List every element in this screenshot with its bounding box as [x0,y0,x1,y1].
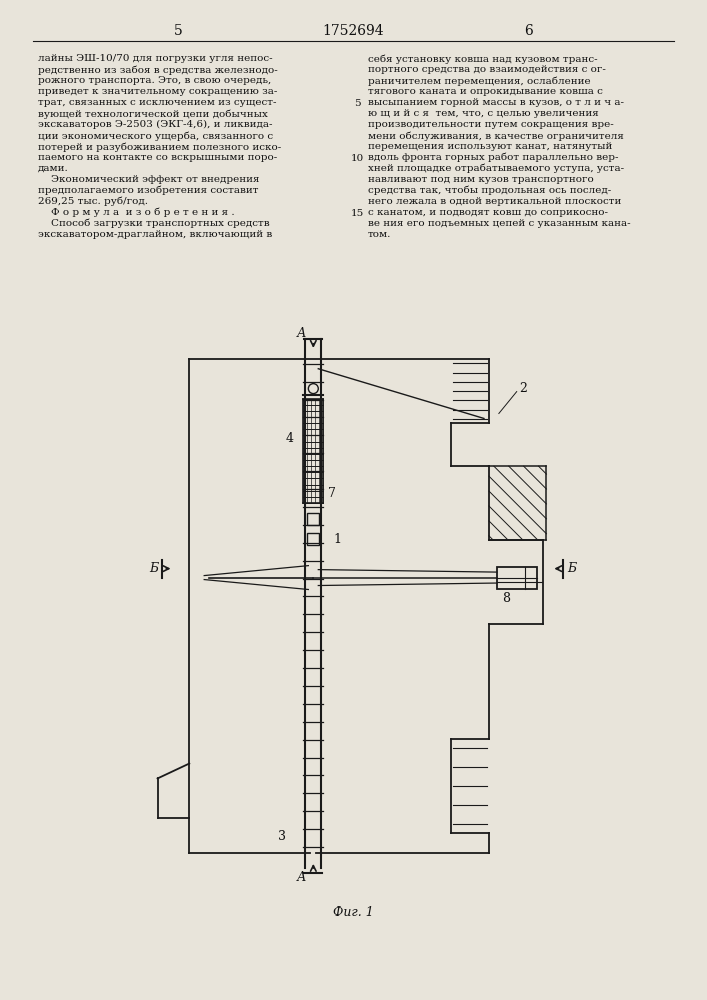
Text: ю щ и й с я  тем, что, с целью увеличения: ю щ и й с я тем, что, с целью увеличения [368,109,599,118]
Text: предполагаемого изобретения составит: предполагаемого изобретения составит [37,186,258,195]
Text: паемого на контакте со вскрышными поро-: паемого на контакте со вскрышными поро- [37,153,276,162]
Text: тягового каната и опрокидывание ковша с: тягового каната и опрокидывание ковша с [368,87,603,96]
Text: раничителем перемещения, ослабление: раничителем перемещения, ослабление [368,76,590,86]
Text: 3: 3 [278,830,286,843]
Text: экскаватором-драглайном, включающий в: экскаватором-драглайном, включающий в [37,230,271,239]
Text: А: А [297,327,306,340]
Text: экскаваторов Э-2503 (ЭКГ-4,6), и ликвида-: экскаваторов Э-2503 (ЭКГ-4,6), и ликвида… [37,120,272,129]
Text: дами.: дами. [37,164,69,173]
Text: 6: 6 [524,24,533,38]
Text: 1752694: 1752694 [322,24,384,38]
Text: том.: том. [368,230,391,239]
Text: него лежала в одной вертикальной плоскости: него лежала в одной вертикальной плоскос… [368,197,621,206]
Text: 8: 8 [502,592,510,605]
Text: 1: 1 [333,533,341,546]
Text: 5: 5 [174,24,183,38]
Bar [497,567,537,589]
Text: Ф о р м у л а  и з о б р е т е н и я .: Ф о р м у л а и з о б р е т е н и я . [37,208,234,217]
Text: производительности путем сокращения вре-: производительности путем сокращения вре- [368,120,614,129]
Text: средства так, чтобы продольная ось послед-: средства так, чтобы продольная ось после… [368,186,611,195]
Text: вдоль фронта горных работ параллельно вер-: вдоль фронта горных работ параллельно ве… [368,153,619,162]
Text: трат, связанных с исключением из сущест-: трат, связанных с исключением из сущест- [37,98,276,107]
Bar [308,513,320,525]
Text: ве ния его подъемных цепей с указанным кана-: ве ния его подъемных цепей с указанным к… [368,219,631,228]
Text: навливают под ним кузов транспортного: навливают под ним кузов транспортного [368,175,594,184]
Text: 7: 7 [328,487,336,500]
Text: Б: Б [149,562,158,575]
Text: лайны ЭШ-10/70 для погрузки угля непос-: лайны ЭШ-10/70 для погрузки угля непос- [37,54,272,63]
Text: Способ загрузки транспортных средств: Способ загрузки транспортных средств [37,219,269,228]
Text: Экономический эффект от внедрения: Экономический эффект от внедрения [37,175,259,184]
Bar [308,533,320,545]
Text: Б: Б [567,562,575,575]
Text: перемещения используют канат, натянутый: перемещения используют канат, натянутый [368,142,612,151]
Text: редственно из забоя в средства железнодо-: редственно из забоя в средства железнодо… [37,65,277,75]
Text: с канатом, и подводят ковш до соприкосно-: с канатом, и подводят ковш до соприкосно… [368,208,608,217]
Text: 15: 15 [351,209,363,218]
Text: потерей и разубоживанием полезного иско-: потерей и разубоживанием полезного иско- [37,142,281,151]
Text: приведет к значительному сокращению за-: приведет к значительному сокращению за- [37,87,277,96]
Text: 5: 5 [354,99,361,108]
Text: портного средства до взаимодействия с ог-: портного средства до взаимодействия с ог… [368,65,606,74]
Text: 4: 4 [286,432,293,445]
Text: ции экономического ущерба, связанного с: ции экономического ущерба, связанного с [37,131,273,141]
Text: мени обслуживания, в качестве ограничителя: мени обслуживания, в качестве ограничите… [368,131,624,141]
Text: себя установку ковша над кузовом транс-: себя установку ковша над кузовом транс- [368,54,597,64]
Text: А: А [297,871,306,884]
Text: вующей технологической цепи добычных: вующей технологической цепи добычных [37,109,267,119]
Text: рожного транспорта. Это, в свою очередь,: рожного транспорта. Это, в свою очередь, [37,76,271,85]
Text: высыпанием горной массы в кузов, о т л и ч а-: высыпанием горной массы в кузов, о т л и… [368,98,624,107]
Text: 269,25 тыс. руб/год.: 269,25 тыс. руб/год. [37,197,148,206]
Text: Фиг. 1: Фиг. 1 [332,906,373,919]
Text: 2: 2 [519,382,527,395]
Text: хней площадке отрабатываемого уступа, уста-: хней площадке отрабатываемого уступа, ус… [368,164,624,173]
Text: 10: 10 [351,154,363,163]
